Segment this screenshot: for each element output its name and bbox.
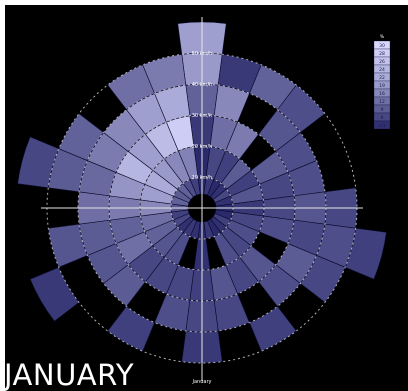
axis-layer: [41, 17, 363, 381]
legend-label: 9: [381, 107, 384, 113]
bottom-axis-label: January: [192, 379, 212, 385]
ring-label-layer: 10 km/h 20 km/h 30 km/h 40 km/h 50 km/h: [192, 51, 213, 181]
legend-label: 6: [381, 115, 384, 121]
ring-label: 50 km/h: [192, 51, 213, 57]
legend-label: 12: [379, 99, 385, 105]
legend-title: %: [380, 34, 385, 40]
legend-label: <3: [379, 123, 386, 129]
legend-label: 19: [379, 83, 385, 89]
legend-label: 30: [379, 43, 385, 49]
cell-layer: [17, 21, 387, 364]
ring-label: 10 km/h: [192, 175, 213, 181]
ring-label: 20 km/h: [192, 144, 213, 150]
legend-label: 28: [379, 51, 385, 57]
chart-frame: 10 km/h 20 km/h 30 km/h 40 km/h 50 km/h % 30 2…: [5, 5, 408, 391]
ring-label: 40 km/h: [192, 82, 213, 88]
legend-label: 22: [379, 75, 385, 81]
heat-cell: [107, 305, 155, 352]
wind-rose-chart: 10 km/h 20 km/h 30 km/h 40 km/h 50 km/h % 30 2…: [5, 5, 408, 391]
legend-label: 26: [379, 59, 385, 65]
month-title: JANUARY: [4, 358, 135, 391]
legend-label: 24: [379, 67, 385, 73]
ring-label: 30 km/h: [192, 113, 213, 119]
legend: % 30 28 26 24 22 19 16 12 9 6 <3: [373, 34, 391, 130]
heat-cell: [17, 136, 60, 189]
legend-label: 16: [379, 91, 385, 97]
legend-swatch: [373, 120, 391, 130]
